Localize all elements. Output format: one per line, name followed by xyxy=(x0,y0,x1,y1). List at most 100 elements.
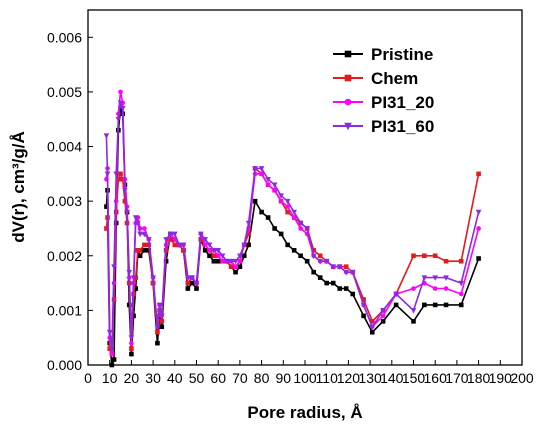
legend-label: PI31_60 xyxy=(371,117,434,136)
data-point xyxy=(298,226,303,231)
data-point xyxy=(111,357,117,362)
data-point xyxy=(272,226,277,231)
data-point xyxy=(159,324,165,330)
data-point xyxy=(369,319,375,324)
data-point xyxy=(311,248,316,253)
data-point xyxy=(278,198,284,204)
data-point xyxy=(343,269,350,276)
data-point xyxy=(317,258,323,265)
data-point xyxy=(104,204,109,209)
data-point xyxy=(298,253,303,259)
plot-frame xyxy=(87,9,523,366)
legend-item: Pristine xyxy=(333,45,433,64)
data-point xyxy=(118,171,123,177)
data-point xyxy=(126,269,133,276)
data-point xyxy=(156,302,163,309)
data-point xyxy=(310,253,317,260)
data-point xyxy=(116,177,121,182)
x-tick-label: 120 xyxy=(337,370,361,386)
data-point xyxy=(311,269,316,275)
data-point xyxy=(237,264,243,269)
data-point xyxy=(109,346,115,352)
data-point xyxy=(155,329,160,335)
data-point xyxy=(380,308,386,314)
x-tick-label: 170 xyxy=(445,370,469,386)
data-point xyxy=(130,275,137,281)
data-point xyxy=(167,231,174,238)
x-tick-label: 190 xyxy=(489,370,513,386)
data-point xyxy=(246,231,251,237)
data-point xyxy=(476,171,481,177)
data-point xyxy=(432,302,438,308)
data-point xyxy=(189,275,195,281)
data-point xyxy=(476,226,481,231)
data-point xyxy=(103,133,110,139)
data-point xyxy=(142,248,147,253)
data-point xyxy=(131,313,136,319)
data-point xyxy=(291,248,297,253)
x-tick-label: 110 xyxy=(316,370,339,386)
data-point xyxy=(278,231,284,237)
data-point xyxy=(232,258,239,265)
data-point xyxy=(443,302,449,308)
data-point xyxy=(410,308,417,314)
legend-item: PI31_60 xyxy=(333,117,434,136)
data-point xyxy=(458,291,464,297)
y-tick-label: 0.000 xyxy=(47,357,82,373)
data-point xyxy=(297,220,304,227)
data-point xyxy=(168,237,173,242)
y-tick-label: 0.004 xyxy=(47,139,82,155)
data-point xyxy=(241,253,247,259)
data-point xyxy=(284,198,291,205)
data-point xyxy=(135,220,141,227)
y-axis: 0.000 0.001 0.002 0.003 0.004 0.005 0.006 xyxy=(47,29,93,373)
y-tick-label: 0.006 xyxy=(47,29,82,45)
data-point xyxy=(202,248,208,253)
data-point xyxy=(245,220,252,227)
data-point xyxy=(432,286,438,291)
data-point xyxy=(233,264,238,269)
x-tick-label: 60 xyxy=(210,370,226,386)
data-point xyxy=(393,291,399,298)
x-tick-label: 0 xyxy=(84,370,92,386)
data-point xyxy=(106,329,113,336)
series-pristine xyxy=(104,106,481,368)
x-tick-label: 90 xyxy=(276,370,292,386)
data-point xyxy=(443,258,449,264)
data-point xyxy=(145,237,152,243)
data-point xyxy=(107,346,112,351)
data-point xyxy=(172,231,178,238)
series-line xyxy=(105,102,480,350)
data-point xyxy=(118,89,123,95)
legend-label: Pristine xyxy=(371,45,433,64)
data-point xyxy=(350,291,356,297)
legend: Pristine Chem PI31_20 PI31_60 xyxy=(333,45,434,136)
data-point xyxy=(259,209,264,215)
data-point xyxy=(211,258,217,264)
data-point xyxy=(458,258,464,264)
data-point xyxy=(115,116,122,123)
data-point xyxy=(330,264,337,270)
data-point xyxy=(215,253,221,259)
data-point xyxy=(211,253,217,259)
data-point xyxy=(142,242,147,248)
data-point xyxy=(422,253,427,259)
data-point xyxy=(132,215,139,221)
data-point xyxy=(330,280,336,286)
x-tick-label: 130 xyxy=(358,370,382,386)
legend-item: Chem xyxy=(333,69,418,88)
data-point xyxy=(278,193,284,199)
data-point xyxy=(411,253,416,259)
data-point xyxy=(252,166,258,172)
data-point xyxy=(202,237,208,243)
data-point xyxy=(237,253,243,260)
y-tick-label: 0.002 xyxy=(47,248,82,264)
data-point xyxy=(380,319,386,324)
data-point xyxy=(241,242,248,249)
x-axis-title: Pore radius, Å xyxy=(247,403,362,422)
data-point xyxy=(360,302,367,309)
data-point xyxy=(224,258,230,265)
data-point xyxy=(155,340,160,346)
y-tick-label: 0.005 xyxy=(47,84,82,100)
